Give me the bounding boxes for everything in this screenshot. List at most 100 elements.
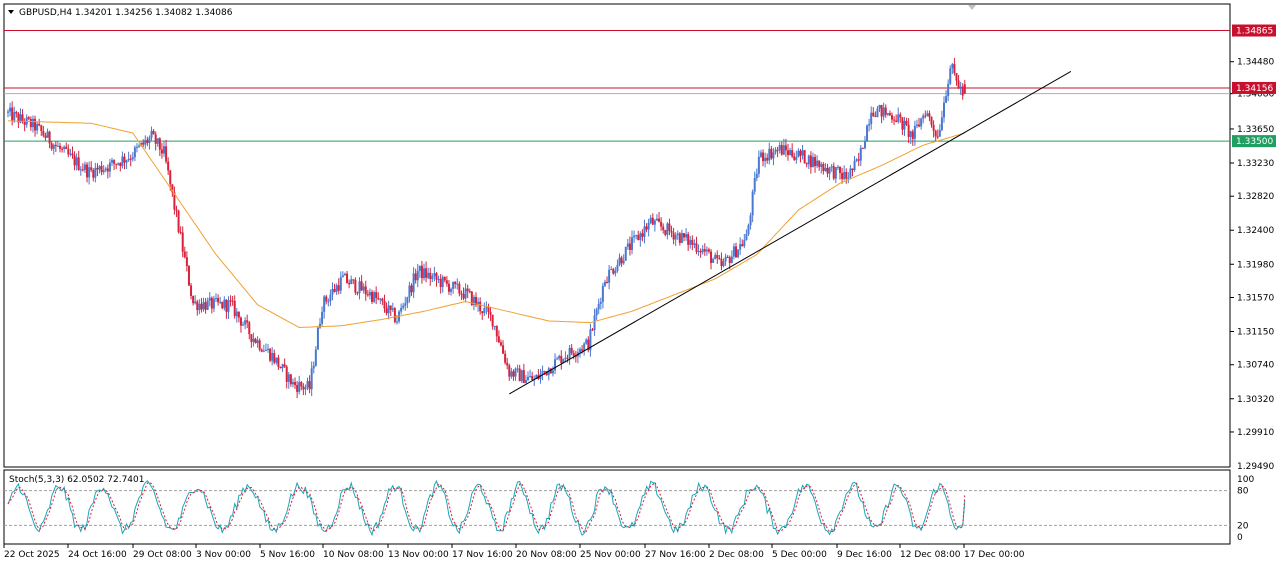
candle-bear	[177, 210, 180, 232]
candle-bear	[142, 142, 145, 145]
candle-bull	[46, 131, 49, 138]
candle-bull	[379, 298, 382, 300]
candle-bear	[857, 159, 860, 161]
candle-bull	[626, 243, 629, 247]
candle-bull	[52, 144, 55, 149]
candle-bull	[749, 215, 752, 226]
candle-bear	[86, 164, 89, 178]
candles-layer	[7, 57, 966, 399]
candle-bull	[314, 349, 317, 366]
candle-bear	[375, 292, 378, 299]
candle-bull	[291, 382, 294, 385]
candle-bull	[535, 375, 538, 379]
candle-bear	[187, 266, 190, 286]
candle-bear	[851, 168, 854, 171]
candle-bear	[173, 192, 176, 210]
candle-bull	[949, 68, 952, 84]
price-tag-label: 1.34156	[1236, 84, 1273, 94]
candle-bear	[489, 312, 492, 315]
candle-bull	[647, 222, 650, 230]
candle-bull	[951, 64, 954, 69]
candle-bear	[233, 300, 236, 317]
candle-bear	[955, 73, 958, 81]
trendline-layer	[509, 71, 1072, 395]
candle-bull	[920, 118, 923, 127]
candle-bull	[705, 249, 708, 252]
candle-bear	[443, 276, 446, 281]
price-tick-label: 1.29490	[1237, 462, 1274, 472]
time-tick-label: 2 Dec 08:00	[709, 550, 764, 560]
candle-bull	[828, 167, 831, 174]
candle-bull	[477, 301, 480, 306]
candle-bull	[878, 105, 881, 109]
candle-bull	[262, 350, 265, 352]
candle-bull	[98, 166, 101, 170]
candle-bear	[475, 296, 477, 306]
candle-bear	[308, 381, 311, 390]
price-tick-label: 1.30320	[1237, 395, 1274, 405]
candle-bull	[19, 114, 22, 123]
candle-bear	[628, 243, 631, 250]
candle-bull	[150, 130, 153, 138]
candle-bull	[614, 270, 617, 274]
candle-bull	[485, 307, 488, 309]
candle-bear	[907, 124, 910, 137]
candle-bear	[29, 119, 32, 128]
candle-bull	[235, 311, 238, 317]
candle-bull	[516, 368, 519, 370]
price-axis: 1.34480 1.34086 1.33650 1.33230 1.32820 1.324…	[1237, 58, 1274, 472]
candle-bull	[541, 370, 544, 374]
candle-bear	[181, 232, 184, 252]
candle-bear	[641, 233, 644, 237]
candle-bear	[210, 297, 213, 309]
price-tag-bg	[1232, 24, 1276, 37]
candle-bull	[408, 285, 411, 298]
candle-bear	[720, 258, 723, 267]
chart-shift-icon[interactable]	[968, 5, 976, 10]
candle-bull	[847, 177, 850, 179]
candle-bear	[383, 301, 386, 309]
candle-bear	[506, 362, 509, 366]
candle-bull	[514, 368, 517, 377]
candle-bear	[543, 370, 546, 372]
candle-bull	[321, 311, 324, 324]
candle-bear	[61, 148, 64, 150]
candle-bull	[747, 225, 750, 235]
candle-bear	[279, 366, 282, 369]
candle-bear	[42, 130, 45, 136]
candle-bull	[493, 326, 496, 328]
candle-bear	[90, 167, 93, 170]
candle-bear	[50, 143, 53, 149]
candle-bear	[899, 114, 902, 118]
candle-bull	[649, 217, 652, 223]
candle-bull	[782, 145, 785, 155]
candle-bear	[364, 286, 367, 295]
candle-bear	[260, 349, 263, 352]
candle-bull	[915, 124, 918, 126]
stoch-layer: 100 80 20 0	[4, 475, 1254, 543]
candle-bear	[158, 138, 161, 150]
candle-bull	[450, 288, 453, 292]
candle-bear	[587, 339, 590, 351]
candle-bear	[17, 113, 20, 123]
candle-bear	[366, 294, 369, 296]
candle-bull	[256, 340, 259, 343]
symbol-menu-icon[interactable]	[8, 10, 14, 14]
candle-bear	[683, 233, 685, 238]
candle-bear	[289, 374, 292, 385]
candle-bull	[674, 235, 677, 240]
candle-bear	[389, 305, 392, 310]
candle-bull	[618, 257, 621, 265]
candle-bull	[639, 233, 642, 240]
time-tick-label: 9 Dec 16:00	[837, 550, 892, 560]
candle-bull	[212, 298, 215, 309]
time-tick-label: 27 Nov 16:00	[645, 550, 706, 560]
candle-bull	[400, 307, 403, 312]
price-tick-label: 1.32820	[1237, 192, 1274, 202]
candle-bull	[323, 296, 326, 312]
candle-bear	[302, 386, 305, 390]
candle-bull	[306, 381, 309, 388]
candle-bear	[59, 145, 61, 149]
